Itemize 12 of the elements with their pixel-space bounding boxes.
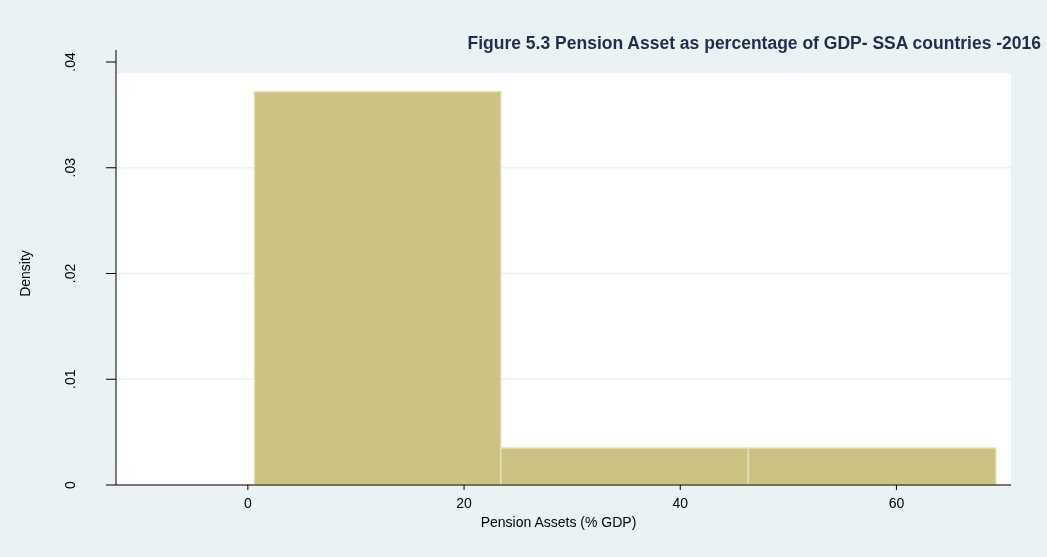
x-axis-title: Pension Assets (% GDP) bbox=[480, 514, 637, 530]
y-tick-label: .03 bbox=[61, 157, 78, 178]
x-tick-label: 0 bbox=[243, 495, 252, 511]
y-tick-label: .02 bbox=[61, 263, 78, 284]
x-tick-label: 40 bbox=[672, 495, 689, 511]
chart-title: Figure 5.3 Pension Asset as percentage of GDP- SSA countries -2016 bbox=[467, 33, 1042, 53]
y-tick-label: .01 bbox=[61, 369, 78, 389]
y-axis-title: Density bbox=[17, 250, 33, 297]
x-tick-label: 60 bbox=[888, 495, 905, 511]
y-tick-label: 0 bbox=[61, 480, 78, 489]
y-tick-label: .04 bbox=[61, 52, 78, 72]
x-tick-label: 20 bbox=[456, 495, 473, 511]
